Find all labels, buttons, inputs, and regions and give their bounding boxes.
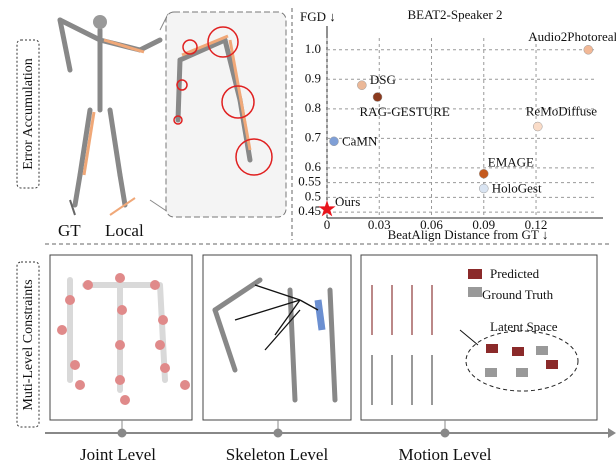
legend-swatch [468, 287, 482, 297]
y-axis-label: FGD ↓ [300, 9, 336, 24]
node [118, 429, 126, 437]
point-label: DSG [370, 72, 396, 87]
y-tick-label: 0.9 [305, 70, 321, 85]
label: Latent Space [490, 319, 558, 334]
x-tick-label: 0.06 [420, 217, 443, 232]
point [479, 169, 488, 178]
y-tick-label: 0.6 [305, 159, 322, 174]
figure: Error Accumulation Muti-Level Constraint… [0, 0, 616, 465]
y-tick-label: 1.0 [305, 41, 321, 56]
point [533, 122, 542, 131]
skeleton-figure [60, 15, 160, 205]
panel [361, 255, 597, 420]
point-label: CaMN [342, 133, 378, 148]
y-tick-label: 0.8 [305, 100, 321, 115]
point [373, 93, 382, 102]
legend-swatch [468, 269, 482, 279]
node [274, 429, 282, 437]
point-label: ReMoDiffuse [526, 104, 597, 119]
point-label: Audio2Photoreal [528, 29, 616, 44]
x-tick-label: 0.09 [472, 217, 495, 232]
level-label: Joint Level [80, 445, 156, 464]
point [357, 81, 366, 90]
x-tick-label: 0.12 [525, 217, 548, 232]
point [479, 184, 488, 193]
y-tick-label: 0.55 [298, 174, 321, 189]
level-label: Motion Level [398, 445, 491, 464]
row-label: Muti-Level Constraints [21, 279, 36, 410]
y-tick-label: 0.7 [305, 129, 322, 144]
row-label: Error Accumulation [21, 58, 36, 170]
point [329, 137, 338, 146]
arrowhead [608, 428, 616, 438]
y-tick-label: 0.45 [298, 203, 321, 218]
y-tick-label: 0.5 [305, 188, 321, 203]
point-label: Ours [335, 194, 360, 209]
legend-label: Ground Truth [482, 287, 554, 302]
level-label: Skeleton Level [226, 445, 329, 464]
point-label: EMAGE [488, 155, 534, 170]
zoom-line [150, 200, 168, 212]
label: GT [58, 221, 81, 240]
x-tick-label: 0.03 [368, 217, 391, 232]
legend-label: Predicted [490, 266, 540, 281]
point-label: HoloGest [492, 180, 542, 195]
x-tick-label: 0 [324, 217, 331, 232]
node [441, 429, 449, 437]
point [584, 45, 593, 54]
chart-title: BEAT2-Speaker 2 [408, 7, 503, 22]
label: Local [105, 221, 144, 240]
point-label: RAG-GESTURE [360, 104, 450, 119]
